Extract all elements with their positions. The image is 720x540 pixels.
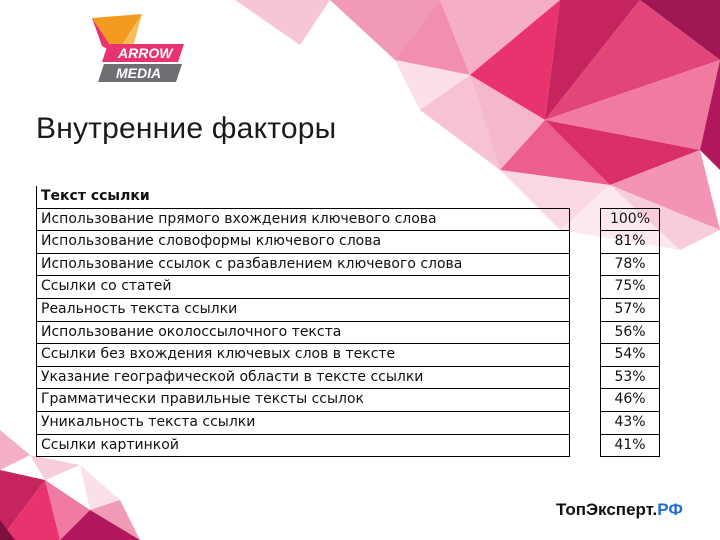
table-row: Указание географической области в тексте… — [36, 365, 660, 389]
table-row: Реальность текста ссылки 57% — [36, 297, 660, 322]
ranking-factors-table: Текст ссылки Использование прямого вхожд… — [36, 186, 660, 458]
brand-footer: ТопЭксперт.РФ — [556, 500, 683, 520]
page-title: Внутренние факторы — [36, 112, 337, 145]
logo-line1: ARROW — [117, 45, 174, 61]
factor-value: 56% — [600, 320, 660, 344]
factor-value: 53% — [600, 365, 660, 389]
factor-label: Уникальность текста ссылки — [36, 410, 570, 435]
factor-value: 43% — [600, 410, 660, 435]
table-row: Уникальность текста ссылки 43% — [36, 410, 660, 435]
factor-label: Использование околоссылочного текста — [36, 320, 570, 344]
factor-value: 54% — [600, 343, 660, 367]
factor-value: 41% — [600, 433, 660, 458]
factor-label: Ссылки без вхождения ключевых слов в тек… — [36, 343, 570, 367]
table-header-label: Текст ссылки — [36, 186, 570, 209]
brand-main: ТопЭксперт. — [556, 500, 658, 519]
factor-label: Использование ссылок с разбавлением ключ… — [36, 252, 570, 276]
table-row: Использование словоформы ключевого слова… — [36, 230, 660, 254]
factor-value: 81% — [600, 230, 660, 254]
logo-line2: MEDIA — [116, 65, 161, 81]
arrow-media-logo[interactable]: ARROW MEDIA — [82, 14, 202, 90]
factor-value: 57% — [600, 297, 660, 322]
factor-label: Указание географической области в тексте… — [36, 365, 570, 389]
factor-label: Грамматически правильные тексты ссылок — [36, 388, 570, 412]
table-row: Ссылки без вхождения ключевых слов в тек… — [36, 343, 660, 367]
factor-value: 75% — [600, 275, 660, 299]
table-row: Ссылки картинкой 41% — [36, 433, 660, 458]
table-row: Использование ссылок с разбавлением ключ… — [36, 252, 660, 276]
factor-value: 78% — [600, 252, 660, 276]
factor-label: Ссылки картинкой — [36, 433, 570, 458]
factor-label: Использование словоформы ключевого слова — [36, 230, 570, 254]
factor-label: Использование прямого вхождения ключевог… — [36, 207, 570, 231]
table-header-row: Текст ссылки — [36, 186, 660, 209]
factor-label: Реальность текста ссылки — [36, 297, 570, 322]
table-row: Использование прямого вхождения ключевог… — [36, 207, 660, 231]
factor-value: 100% — [600, 207, 660, 231]
factor-label: Ссылки со статей — [36, 275, 570, 299]
table-row: Грамматически правильные тексты ссылок 46… — [36, 388, 660, 412]
factor-value: 46% — [600, 388, 660, 412]
table-row: Ссылки со статей 75% — [36, 275, 660, 299]
table-row: Использование околоссылочного текста 56% — [36, 320, 660, 344]
brand-accent: РФ — [657, 500, 683, 519]
